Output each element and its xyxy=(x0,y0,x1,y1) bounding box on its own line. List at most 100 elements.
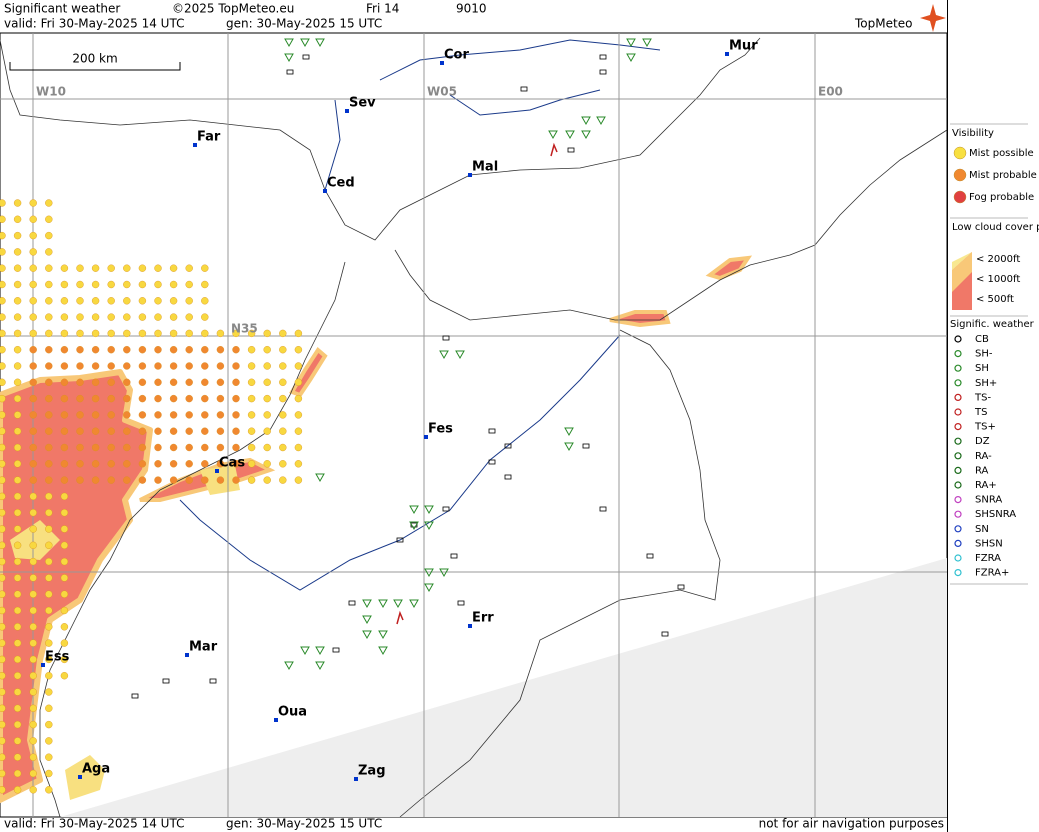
mist-dot xyxy=(232,346,240,354)
mist-dot xyxy=(29,346,37,354)
city-marker xyxy=(41,663,45,667)
mist-dot xyxy=(185,313,193,321)
mist-dot xyxy=(13,786,22,794)
mist-dot xyxy=(45,786,53,794)
legend-symbol xyxy=(954,568,962,577)
legend-symbol xyxy=(954,481,962,489)
mist-dot xyxy=(185,411,193,419)
cloud-swatch xyxy=(952,252,972,292)
mist-dot xyxy=(29,623,37,631)
mist-dot xyxy=(216,394,225,403)
legend-symbol xyxy=(954,379,962,387)
mist-dot xyxy=(76,460,84,468)
mist-dot xyxy=(107,346,115,354)
shower-symbol xyxy=(284,661,294,671)
mist-dot xyxy=(91,443,100,452)
mist-dot xyxy=(13,720,22,729)
mist-dot xyxy=(154,476,162,484)
no-data-area xyxy=(60,558,947,817)
mist-dot xyxy=(154,297,162,305)
legend-label: DZ xyxy=(975,436,990,447)
shower-symbol xyxy=(424,583,434,593)
mist-dot xyxy=(13,541,22,549)
city-marker xyxy=(274,718,278,722)
mist-dot xyxy=(45,280,53,289)
mist-dot xyxy=(45,574,53,582)
mist-dot xyxy=(0,427,6,435)
mist-dot xyxy=(247,378,256,386)
mist-dot xyxy=(138,411,147,419)
mist-dot xyxy=(169,297,178,305)
mist-dot xyxy=(60,280,69,289)
mist-dot xyxy=(294,427,303,435)
mist-dot xyxy=(76,378,84,386)
mist-dot xyxy=(201,411,209,419)
coastline xyxy=(39,261,346,818)
mist-dot xyxy=(294,460,303,468)
mist-dot xyxy=(0,231,6,240)
mist-dot xyxy=(185,264,193,272)
mist-dot xyxy=(279,476,287,484)
mist-dot xyxy=(91,280,100,289)
city-label: Mar xyxy=(189,640,218,655)
mist-dot xyxy=(123,411,131,419)
mist-dot xyxy=(91,329,100,338)
mist-dot xyxy=(216,427,225,435)
mist-dot xyxy=(154,443,162,452)
mist-dot xyxy=(169,313,178,321)
mist-dot xyxy=(60,427,69,435)
mist-dot xyxy=(201,280,209,289)
legend-label: TS xyxy=(974,407,987,418)
city-marker xyxy=(215,469,219,473)
mist-dot xyxy=(29,753,37,761)
mist-dot xyxy=(216,411,225,419)
mist-dot xyxy=(107,427,115,435)
city-label: Aga xyxy=(82,762,110,777)
mist-dot xyxy=(232,394,240,403)
legend-label: Mist probable xyxy=(969,170,1037,181)
mist-dot xyxy=(185,427,193,435)
mist-dot xyxy=(29,672,37,680)
mist-dot xyxy=(60,411,69,419)
mist-dot xyxy=(29,590,37,598)
header-valid: valid: Fri 30-May-2025 14 UTC xyxy=(4,17,184,31)
shower-symbol xyxy=(548,130,558,140)
cb-symbol xyxy=(520,86,528,92)
legend-symbol xyxy=(954,335,962,343)
mist-dot xyxy=(247,394,256,403)
mist-dot xyxy=(60,623,69,631)
mist-dot xyxy=(29,394,37,403)
mist-dot xyxy=(0,672,6,680)
mist-dot xyxy=(13,688,22,696)
mist-dot xyxy=(29,362,37,370)
mist-dot xyxy=(13,753,22,761)
mist-dot xyxy=(123,297,131,305)
mist-dot xyxy=(154,411,162,419)
mist-dot xyxy=(154,362,162,370)
cb-symbol xyxy=(599,69,607,75)
mist-dot xyxy=(123,362,131,370)
mist-dot xyxy=(123,313,131,321)
mist-dot xyxy=(263,394,271,403)
mist-dot xyxy=(45,492,53,501)
mist-dot xyxy=(76,362,84,370)
mist-dot xyxy=(13,672,22,680)
mist-dot xyxy=(60,378,69,386)
mist-dot xyxy=(13,394,22,403)
mist-dot xyxy=(185,443,193,452)
mist-dot xyxy=(29,215,37,224)
mist-dot xyxy=(107,362,115,370)
cb-symbol xyxy=(599,506,607,512)
cb-symbol xyxy=(457,600,465,606)
mist-dot xyxy=(0,769,6,778)
legend-label: TS+ xyxy=(974,422,996,433)
mist-dot xyxy=(169,264,178,272)
mist-dot xyxy=(76,264,84,272)
mist-dot xyxy=(138,329,147,338)
mist-dot xyxy=(201,443,209,452)
city-marker xyxy=(354,777,358,781)
mist-dot xyxy=(0,574,6,582)
mist-dot xyxy=(201,460,209,468)
mist-dot xyxy=(29,248,37,256)
city-label: Mal xyxy=(472,160,498,175)
